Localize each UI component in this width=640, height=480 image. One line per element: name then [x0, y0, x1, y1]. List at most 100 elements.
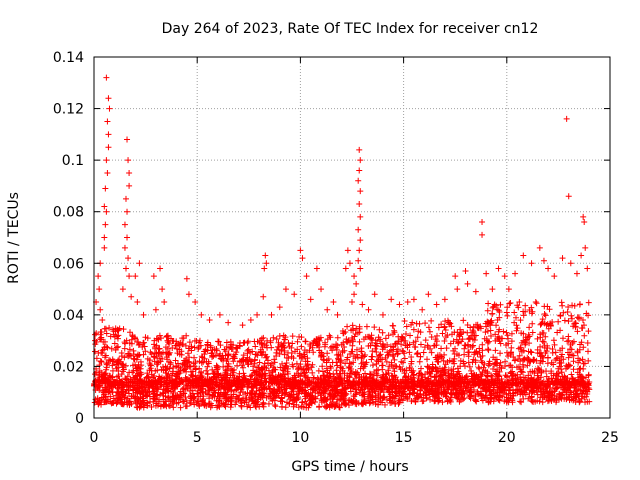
data-point	[559, 302, 566, 309]
data-point	[206, 378, 213, 385]
data-point	[434, 332, 441, 339]
data-point	[126, 273, 133, 280]
data-point	[183, 275, 190, 282]
data-point	[104, 360, 111, 367]
data-point	[428, 349, 435, 356]
data-point	[356, 146, 363, 153]
data-point	[484, 346, 491, 353]
data-point	[103, 74, 110, 81]
data-point	[401, 317, 408, 324]
data-point	[236, 339, 243, 346]
data-point	[204, 347, 211, 354]
data-point	[158, 366, 165, 373]
data-point	[143, 399, 150, 406]
data-point	[225, 381, 232, 388]
data-point	[114, 335, 121, 342]
data-point	[159, 389, 166, 396]
data-point	[180, 367, 187, 374]
data-point	[96, 384, 103, 391]
y-tick-label: 0.08	[53, 205, 84, 221]
data-point	[363, 323, 370, 330]
data-point	[443, 345, 450, 352]
data-point	[430, 342, 437, 349]
data-point	[223, 339, 230, 346]
data-point	[140, 311, 147, 318]
data-point	[413, 350, 420, 357]
data-point	[168, 335, 175, 342]
data-point	[493, 322, 500, 329]
data-point	[184, 350, 191, 357]
data-point	[136, 341, 143, 348]
data-point	[221, 346, 228, 353]
data-point	[369, 362, 376, 369]
data-point	[119, 401, 126, 408]
data-point	[118, 389, 125, 396]
data-point	[220, 385, 227, 392]
data-point	[125, 255, 132, 262]
data-point	[576, 366, 583, 373]
data-point	[346, 260, 353, 267]
data-point	[268, 360, 275, 367]
data-point	[167, 388, 174, 395]
data-point	[177, 365, 184, 372]
data-point	[124, 234, 131, 241]
data-point	[466, 363, 473, 370]
data-point	[118, 371, 125, 378]
data-point	[355, 257, 362, 264]
data-point	[174, 350, 181, 357]
data-point	[504, 312, 511, 319]
data-point	[528, 260, 535, 267]
data-point	[175, 399, 182, 406]
data-point	[136, 260, 143, 267]
data-point	[128, 293, 135, 300]
data-point	[102, 370, 109, 377]
data-point	[156, 345, 163, 352]
data-point	[106, 324, 113, 331]
data-point	[240, 364, 247, 371]
data-point	[234, 383, 241, 390]
data-point	[208, 350, 215, 357]
data-point	[528, 349, 535, 356]
data-point	[307, 296, 314, 303]
data-point	[156, 332, 163, 339]
data-point	[225, 319, 232, 326]
data-point	[468, 367, 475, 374]
data-point	[151, 344, 158, 351]
data-point	[355, 177, 362, 184]
data-point	[96, 286, 103, 293]
x-tick-label: 20	[498, 430, 516, 446]
data-point	[204, 370, 211, 377]
x-tick-label: 15	[395, 430, 413, 446]
data-point	[424, 356, 431, 363]
data-point	[204, 341, 211, 348]
data-point	[172, 357, 179, 364]
data-point	[102, 221, 109, 228]
data-point	[147, 349, 154, 356]
data-point	[564, 338, 571, 345]
data-point	[353, 280, 360, 287]
data-point	[122, 340, 129, 347]
data-point	[366, 400, 373, 407]
data-point	[563, 115, 570, 122]
data-point	[92, 348, 99, 355]
data-point	[356, 200, 363, 207]
data-point	[179, 386, 186, 393]
data-point	[124, 373, 131, 380]
data-point	[346, 360, 353, 367]
data-point	[96, 378, 103, 385]
data-point	[497, 350, 504, 357]
data-point	[302, 338, 309, 345]
data-point	[104, 380, 111, 387]
data-point	[121, 221, 128, 228]
data-point	[134, 298, 141, 305]
data-point	[127, 329, 134, 336]
data-point	[161, 298, 168, 305]
data-point	[132, 386, 139, 393]
data-point	[98, 358, 105, 365]
data-point	[163, 349, 170, 356]
data-point	[371, 324, 378, 331]
data-point	[144, 373, 151, 380]
data-point	[570, 358, 577, 365]
data-point	[376, 352, 383, 359]
data-point	[191, 344, 198, 351]
